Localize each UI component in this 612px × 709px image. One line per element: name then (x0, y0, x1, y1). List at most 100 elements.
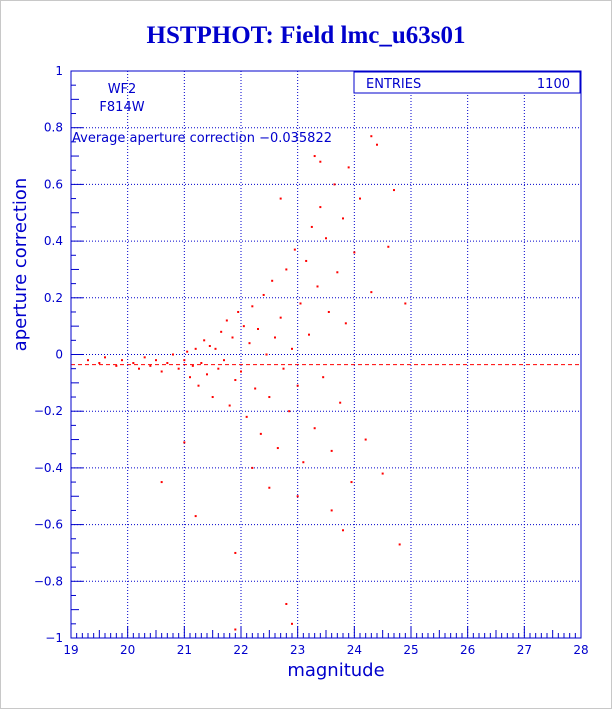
data-point (217, 367, 220, 370)
data-point (231, 336, 234, 339)
data-point (191, 364, 194, 367)
data-point (240, 370, 242, 373)
data-points (87, 135, 407, 631)
data-point (319, 160, 322, 163)
data-point (208, 344, 211, 347)
data-point (370, 135, 373, 138)
data-point (282, 367, 285, 370)
data-point (347, 166, 350, 169)
data-point (336, 271, 339, 274)
data-point (285, 268, 288, 271)
data-point (330, 449, 333, 452)
y-tick-label: 0.4 (44, 234, 63, 248)
data-point (259, 432, 262, 435)
data-point (313, 155, 316, 158)
data-point (237, 310, 240, 313)
filter-annotation: F814W (99, 100, 144, 115)
page-title: HSTPHOT: Field lmc_u63s01 (146, 22, 466, 49)
x-axis-label: magnitude (287, 660, 384, 681)
data-point (313, 427, 316, 430)
data-point (291, 347, 293, 350)
data-point (186, 350, 189, 353)
data-point (197, 384, 200, 387)
chip-annotation: WF2 (108, 82, 137, 97)
data-point (262, 293, 265, 296)
data-point (393, 189, 395, 192)
data-point (305, 259, 308, 262)
data-point (350, 481, 353, 484)
data-point (327, 310, 330, 313)
tick-labels: 19 20 21 22 23 24 25 26 27 28 −1 −0.8 −0.6 −0.4 −0.2 0 0… (34, 64, 589, 657)
data-point (189, 376, 191, 379)
data-point (310, 225, 313, 228)
data-point (242, 325, 245, 328)
data-point (214, 347, 217, 350)
grid (71, 71, 581, 638)
data-point (308, 333, 310, 336)
data-point (132, 362, 135, 365)
average-value: −0.035822 (259, 131, 332, 146)
y-tick-label: −0.4 (34, 461, 63, 475)
data-point (257, 327, 259, 330)
x-tick-label: 22 (233, 643, 248, 657)
x-tick-label: 20 (120, 643, 135, 657)
data-point (98, 362, 101, 365)
data-point (234, 379, 237, 382)
x-tick-label: 26 (460, 643, 475, 657)
data-point (279, 316, 282, 319)
y-tick-label: 0.8 (44, 121, 63, 135)
data-point (265, 353, 268, 356)
x-tick-label: 28 (573, 643, 588, 657)
data-point (177, 367, 180, 370)
data-point (115, 364, 118, 367)
data-point (220, 330, 223, 333)
data-point (339, 401, 342, 404)
data-point (155, 359, 157, 362)
data-point (288, 410, 291, 413)
y-tick-label: 0.6 (44, 177, 63, 191)
data-point (160, 370, 163, 373)
data-point (194, 347, 197, 350)
data-point (245, 415, 248, 418)
data-point (251, 466, 254, 469)
stats-entries-label: ENTRIES (366, 77, 421, 92)
axis-ticks (70, 70, 582, 639)
y-tick-label: −0.6 (34, 518, 63, 532)
data-point (359, 197, 361, 200)
data-point (206, 373, 208, 376)
data-point (268, 486, 271, 489)
data-point (228, 404, 231, 407)
stats-entries-value: 1100 (537, 77, 570, 92)
y-tick-label: −0.8 (34, 574, 63, 588)
data-point (138, 367, 140, 370)
data-point (285, 602, 288, 605)
y-tick-label: 0.2 (44, 291, 63, 305)
data-point (322, 376, 325, 379)
data-point (234, 551, 237, 554)
data-point (296, 384, 299, 387)
data-point (183, 359, 186, 362)
x-tick-label: 25 (403, 643, 418, 657)
data-point (274, 336, 276, 339)
data-point (364, 438, 367, 441)
data-point (271, 279, 274, 282)
data-point (398, 543, 401, 546)
data-point (121, 359, 123, 362)
data-point (87, 359, 89, 362)
x-tick-label: 23 (290, 643, 305, 657)
x-tick-label: 27 (517, 643, 532, 657)
data-point (172, 353, 174, 356)
data-point (299, 302, 302, 305)
data-point (330, 509, 333, 512)
data-point (200, 362, 203, 365)
data-point (376, 143, 378, 146)
data-point (316, 285, 319, 288)
average-label: Average aperture correction (72, 131, 255, 146)
data-point (254, 387, 257, 390)
stats-box: ENTRIES 1100 (353, 71, 581, 94)
data-point (251, 305, 254, 308)
data-point (104, 356, 106, 359)
data-point (234, 628, 237, 631)
data-point (211, 396, 214, 399)
